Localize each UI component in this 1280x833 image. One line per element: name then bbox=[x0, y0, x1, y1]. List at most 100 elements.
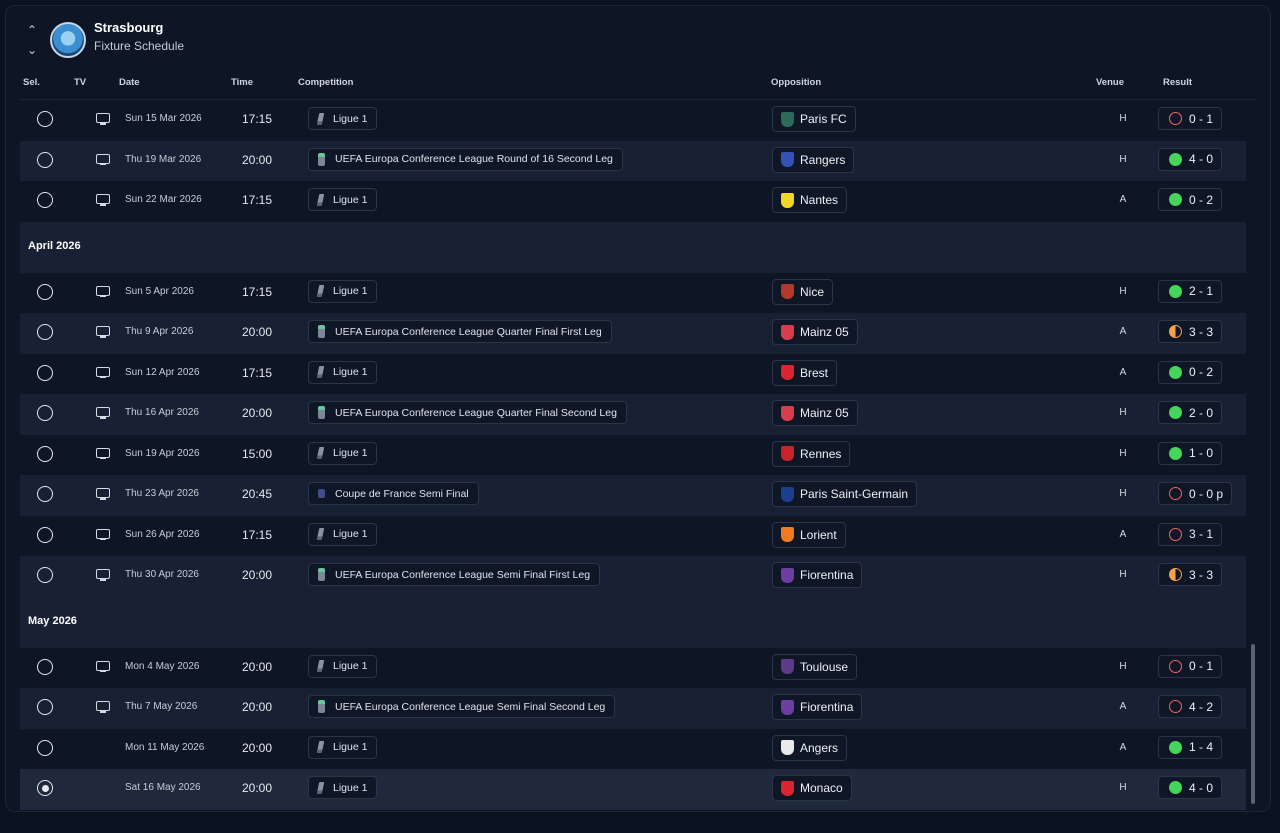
fixture-row[interactable]: Sat 16 May 2026 20:00 Ligue 1 Monaco H 4 - 0 bbox=[20, 769, 1246, 810]
tv-icon[interactable] bbox=[96, 366, 110, 378]
opposition-chip[interactable]: Paris Saint-Germain bbox=[772, 481, 918, 507]
result-chip[interactable]: 1 - 4 bbox=[1158, 735, 1223, 759]
select-radio[interactable] bbox=[37, 324, 53, 340]
tv-icon[interactable] bbox=[96, 660, 110, 672]
result-chip[interactable]: 3 - 3 bbox=[1158, 320, 1223, 343]
result-chip[interactable]: 0 - 2 bbox=[1158, 188, 1223, 211]
fixture-row[interactable]: Sun 19 Apr 2026 15:00 Ligue 1 Rennes H 1 - 0 bbox=[20, 434, 1246, 475]
select-radio[interactable] bbox=[37, 567, 53, 583]
chevron-down-icon[interactable]: ⌄ bbox=[26, 43, 38, 57]
result-chip[interactable]: 4 - 0 bbox=[1158, 147, 1223, 171]
competition-chip[interactable]: Ligue 1 bbox=[308, 654, 378, 678]
select-radio[interactable] bbox=[37, 486, 53, 502]
fixture-row[interactable]: Sun 26 Apr 2026 17:15 Ligue 1 Lorient A 3 - 1 bbox=[20, 515, 1246, 556]
tv-icon[interactable] bbox=[96, 488, 110, 500]
tv-icon[interactable] bbox=[96, 528, 110, 540]
select-radio[interactable] bbox=[37, 364, 53, 381]
opposition-chip[interactable]: Nantes bbox=[772, 187, 848, 213]
competition-chip[interactable]: Ligue 1 bbox=[308, 107, 378, 130]
fixture-row[interactable]: Mon 4 May 2026 20:00 Ligue 1 Toulouse H 0 - 1 bbox=[20, 647, 1246, 688]
select-radio[interactable] bbox=[37, 283, 53, 300]
result-chip[interactable]: 4 - 2 bbox=[1158, 695, 1223, 718]
select-radio[interactable] bbox=[37, 526, 53, 543]
fixture-row[interactable]: Sun 5 Apr 2026 17:15 Ligue 1 Nice H 2 - 1 bbox=[20, 272, 1246, 313]
tv-icon[interactable] bbox=[96, 569, 110, 581]
opposition-chip[interactable]: Rangers bbox=[772, 146, 855, 173]
opposition-chip[interactable]: Fiorentina bbox=[772, 694, 863, 720]
opposition-chip[interactable]: Brest bbox=[772, 359, 838, 386]
tv-icon[interactable] bbox=[96, 447, 110, 459]
select-radio[interactable] bbox=[37, 192, 53, 208]
competition-chip[interactable]: Ligue 1 bbox=[308, 522, 378, 546]
fixture-row[interactable]: Sun 22 Mar 2026 17:15 Ligue 1 Nantes A 0 - 2 bbox=[20, 181, 1246, 222]
opposition-chip[interactable]: Nice bbox=[772, 278, 834, 305]
opposition-chip[interactable]: Paris FC bbox=[772, 106, 856, 132]
result-chip[interactable]: 0 - 1 bbox=[1158, 107, 1223, 130]
club-badge[interactable] bbox=[50, 22, 86, 58]
tv-icon[interactable] bbox=[96, 113, 110, 125]
result-chip[interactable]: 2 - 0 bbox=[1158, 401, 1223, 424]
select-radio[interactable] bbox=[37, 658, 53, 675]
competition-chip[interactable]: Ligue 1 bbox=[308, 360, 378, 384]
result-chip[interactable]: 0 - 2 bbox=[1158, 360, 1223, 384]
fixture-row[interactable]: Thu 9 Apr 2026 20:00 UEFA Europa Conferenc… bbox=[20, 313, 1246, 354]
competition-chip[interactable]: Ligue 1 bbox=[308, 279, 378, 303]
fixture-row[interactable]: Thu 30 Apr 2026 20:00 UEFA Europa Conferen… bbox=[20, 556, 1246, 597]
result-chip[interactable]: 2 - 1 bbox=[1158, 279, 1223, 303]
select-radio[interactable] bbox=[37, 780, 53, 796]
opposition-chip[interactable]: Fiorentina bbox=[772, 562, 863, 588]
column-header-sel[interactable]: Sel. bbox=[23, 77, 40, 88]
opposition-chip[interactable]: Toulouse bbox=[772, 653, 858, 680]
select-radio[interactable] bbox=[37, 405, 53, 421]
opposition-chip[interactable]: Mainz 05 bbox=[772, 400, 858, 426]
tv-icon[interactable] bbox=[96, 326, 110, 338]
opposition-chip[interactable]: Angers bbox=[772, 734, 848, 761]
fixture-row[interactable]: Sun 15 Mar 2026 17:15 Ligue 1 Paris FC H 0 - … bbox=[20, 100, 1246, 141]
result-chip[interactable]: 3 - 1 bbox=[1158, 522, 1223, 546]
select-radio[interactable] bbox=[37, 739, 53, 756]
result-chip[interactable]: 1 - 0 bbox=[1158, 441, 1223, 465]
club-name[interactable]: Strasbourg bbox=[94, 20, 164, 35]
competition-chip[interactable]: Ligue 1 bbox=[308, 441, 378, 465]
select-radio[interactable] bbox=[37, 445, 53, 462]
competition-chip[interactable]: Ligue 1 bbox=[308, 776, 378, 799]
competition-chip[interactable]: Ligue 1 bbox=[308, 735, 378, 759]
column-header-competition[interactable]: Competition bbox=[298, 77, 354, 88]
column-header-date[interactable]: Date bbox=[119, 77, 140, 88]
fixture-row[interactable]: Sun 12 Apr 2026 17:15 Ligue 1 Brest A 0 - 2 bbox=[20, 353, 1246, 394]
result-chip[interactable]: 0 - 0 p bbox=[1158, 482, 1233, 505]
opposition-chip[interactable]: Monaco bbox=[772, 775, 852, 801]
opposition-chip[interactable]: Mainz 05 bbox=[772, 319, 858, 345]
tv-icon[interactable] bbox=[96, 285, 110, 297]
scrollbar-thumb[interactable] bbox=[1251, 644, 1255, 804]
fixture-row[interactable]: Thu 16 Apr 2026 20:00 UEFA Europa Conferen… bbox=[20, 394, 1246, 435]
tv-icon[interactable] bbox=[96, 407, 110, 419]
column-header-venue[interactable]: Venue bbox=[1096, 77, 1124, 88]
competition-chip[interactable]: Ligue 1 bbox=[308, 188, 378, 211]
fixture-row[interactable]: Thu 7 May 2026 20:00 UEFA Europa Conferenc… bbox=[20, 688, 1246, 729]
competition-chip[interactable]: UEFA Europa Conference League Semi Final… bbox=[308, 563, 601, 586]
result-chip[interactable]: 4 - 0 bbox=[1158, 776, 1223, 799]
competition-chip[interactable]: UEFA Europa Conference League Quarter Fi… bbox=[308, 320, 612, 343]
tv-icon[interactable] bbox=[96, 701, 110, 713]
chevron-up-icon[interactable]: ⌃ bbox=[26, 23, 38, 37]
tv-icon[interactable] bbox=[96, 194, 110, 206]
fixture-row[interactable]: Thu 23 Apr 2026 20:45 Coupe de France Semi… bbox=[20, 475, 1246, 516]
fixture-row[interactable]: Thu 19 Mar 2026 20:00 UEFA Europa Conferen… bbox=[20, 140, 1246, 181]
select-radio[interactable] bbox=[37, 111, 53, 127]
opposition-chip[interactable]: Lorient bbox=[772, 521, 846, 548]
competition-chip[interactable]: UEFA Europa Conference League Semi Final… bbox=[308, 695, 616, 718]
result-chip[interactable]: 3 - 3 bbox=[1158, 563, 1223, 586]
column-header-tv[interactable]: TV bbox=[74, 77, 87, 88]
competition-chip[interactable]: UEFA Europa Conference League Round of 1… bbox=[308, 147, 623, 171]
select-radio[interactable] bbox=[37, 699, 53, 715]
competition-chip[interactable]: Coupe de France Semi Final bbox=[308, 482, 479, 505]
competition-chip[interactable]: UEFA Europa Conference League Quarter Fi… bbox=[308, 401, 627, 424]
fixture-row[interactable]: Mon 11 May 2026 20:00 Ligue 1 Angers A 1 - 4 bbox=[20, 728, 1246, 769]
column-header-opposition[interactable]: Opposition bbox=[771, 77, 822, 88]
column-header-result[interactable]: Result bbox=[1163, 77, 1193, 88]
select-radio[interactable] bbox=[37, 151, 53, 168]
result-chip[interactable]: 0 - 1 bbox=[1158, 654, 1223, 678]
tv-icon[interactable] bbox=[96, 153, 110, 165]
column-header-time[interactable]: Time bbox=[231, 77, 254, 88]
